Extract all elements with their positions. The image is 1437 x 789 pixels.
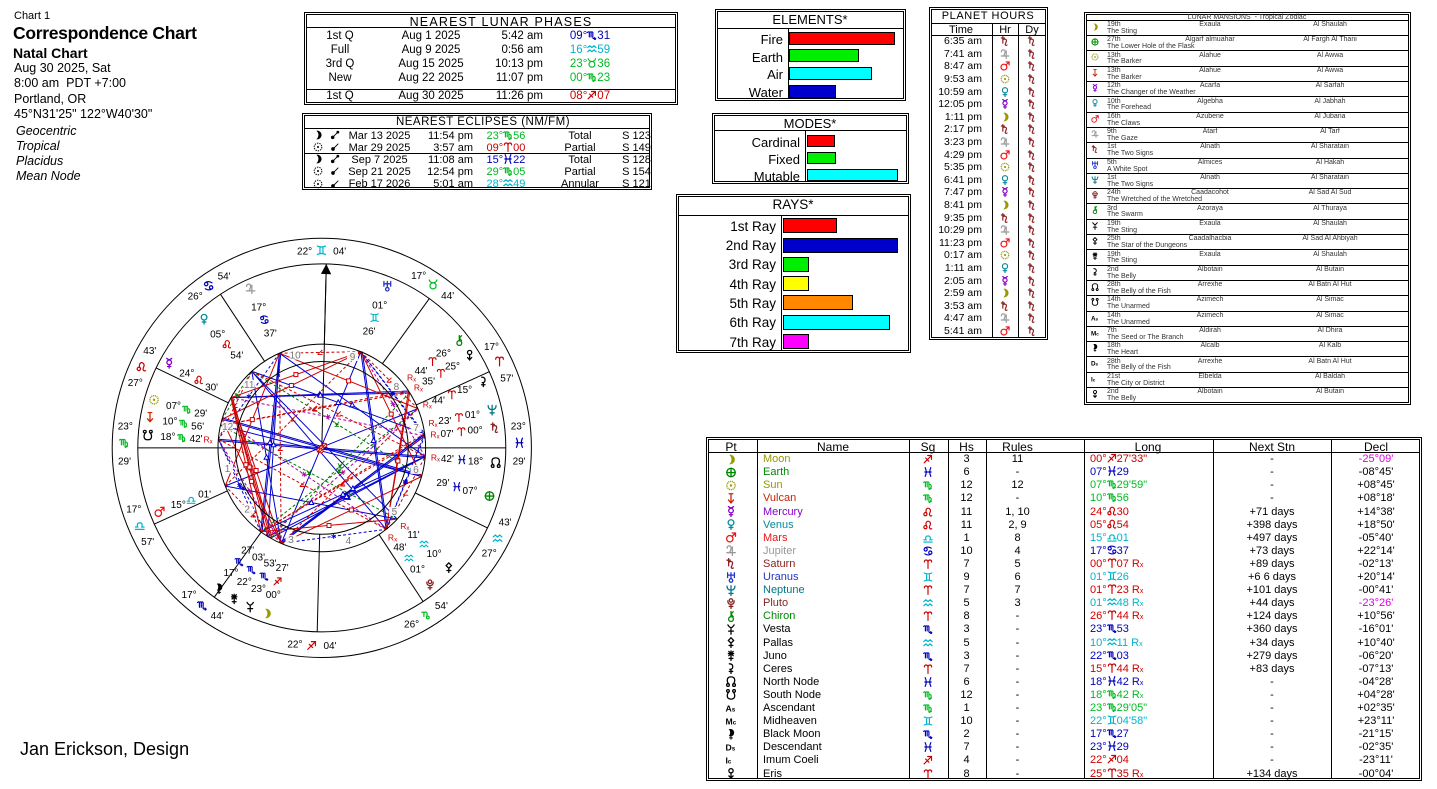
svg-text:9: 9 [350,352,356,363]
svg-text:5: 5 [392,507,398,518]
svg-text:05°: 05° [210,330,225,341]
svg-text:17°: 17° [411,271,426,282]
svg-text:Rx: Rx [204,435,213,446]
svg-text:12: 12 [222,422,234,433]
svg-text:25°: 25° [445,361,460,372]
svg-text:04': 04' [323,641,336,652]
svg-text:44': 44' [432,396,445,407]
svg-text:37': 37' [264,328,277,339]
svg-text:Rx: Rx [407,373,416,384]
svg-text:15°: 15° [171,500,186,511]
svg-text:54': 54' [230,350,243,361]
svg-text:22°: 22° [237,577,252,588]
svg-text:3: 3 [288,535,294,546]
svg-text:48': 48' [393,542,406,553]
svg-text:30': 30' [205,382,218,393]
svg-text:54': 54' [435,601,448,612]
svg-text:27°: 27° [128,378,143,389]
svg-text:04': 04' [333,247,346,258]
svg-text:29': 29' [118,457,131,468]
svg-text:27°: 27° [482,549,497,560]
svg-text:Rx: Rx [429,418,438,429]
svg-text:03': 03' [252,552,265,563]
svg-text:1: 1 [225,464,231,475]
svg-text:18°: 18° [160,432,175,443]
svg-text:01°: 01° [372,300,387,311]
svg-text:Rx: Rx [414,382,423,393]
svg-text:18°: 18° [468,456,483,467]
svg-text:01': 01' [198,490,211,501]
svg-text:57': 57' [141,537,154,548]
svg-text:00°: 00° [468,426,483,437]
svg-text:07': 07' [440,429,453,440]
svg-text:Rx: Rx [423,400,432,411]
svg-text:23': 23' [438,416,451,427]
svg-text:17°: 17° [223,568,238,579]
svg-text:7: 7 [413,423,419,434]
svg-text:8: 8 [394,382,400,393]
svg-text:10°: 10° [162,416,177,427]
svg-text:10°: 10° [427,549,442,560]
svg-text:01°: 01° [465,410,480,421]
svg-text:44': 44' [211,611,224,622]
svg-text:6: 6 [413,465,419,476]
svg-text:00°: 00° [266,590,281,601]
svg-text:56': 56' [191,421,204,432]
svg-text:29': 29' [194,409,207,420]
svg-text:26°: 26° [436,348,451,359]
svg-text:24°: 24° [179,369,194,380]
svg-text:42': 42' [190,434,203,445]
svg-text:17°: 17° [251,303,266,314]
svg-text:17°: 17° [484,342,499,353]
svg-text:35': 35' [422,376,435,387]
svg-text:26°: 26° [188,292,203,303]
svg-text:44': 44' [415,366,428,377]
svg-text:Rx: Rx [431,452,440,463]
svg-text:29': 29' [436,478,449,489]
svg-text:22°: 22° [287,639,302,650]
svg-text:4: 4 [346,536,352,547]
svg-text:57': 57' [500,374,513,385]
svg-text:Rx: Rx [400,521,409,532]
svg-text:43': 43' [499,517,512,528]
svg-text:54': 54' [218,272,231,283]
svg-text:11: 11 [244,380,255,391]
svg-text:23°: 23° [118,421,133,432]
svg-text:15°: 15° [457,385,472,396]
svg-text:23°: 23° [511,421,526,432]
svg-text:01°: 01° [410,565,425,576]
svg-text:44': 44' [441,291,454,302]
svg-text:27': 27' [241,545,254,556]
svg-text:53': 53' [264,558,277,569]
svg-text:17°: 17° [126,505,141,516]
svg-text:07°: 07° [463,486,478,497]
svg-text:07°: 07° [166,401,181,412]
svg-text:17°: 17° [182,590,197,601]
svg-text:29': 29' [513,457,526,468]
svg-text:43': 43' [143,346,156,357]
svg-text:42': 42' [441,454,454,465]
svg-text:26°: 26° [404,620,419,631]
svg-text:10: 10 [290,351,302,362]
svg-text:Rx: Rx [388,532,397,543]
svg-text:11': 11' [407,530,419,541]
svg-text:23°: 23° [251,584,266,595]
svg-text:27': 27' [276,563,289,574]
svg-text:22°: 22° [297,247,312,258]
svg-text:2: 2 [244,505,250,516]
svg-text:Rx: Rx [430,430,439,441]
svg-text:26': 26' [363,327,376,338]
